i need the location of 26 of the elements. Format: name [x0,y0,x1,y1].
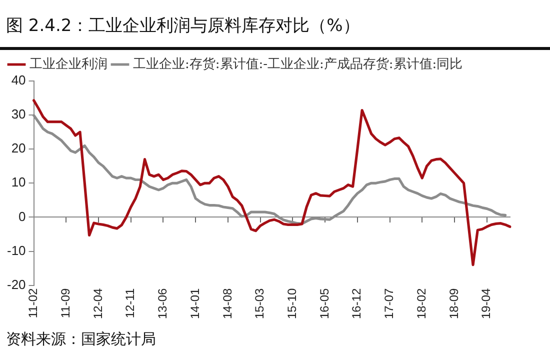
x-tick-label: 18-09 [446,288,461,320]
x-tick-label: 12-04 [90,288,105,320]
y-tick-label: 30 [11,106,26,122]
y-tick-label: 0 [18,208,26,224]
y-tick-label: -10 [6,242,26,258]
y-tick-label: 10 [11,174,26,190]
text: 资料来源：国家统计局 [6,330,156,349]
x-tick-label: 11-02 [26,288,40,318]
x-tick-label: 16-05 [317,288,332,320]
x-tick-label: 14-08 [220,288,234,320]
x-tick-label: 13-06 [156,288,170,320]
x-tick-label: 12-11 [123,288,138,318]
x-tick-label: 19-04 [479,288,494,320]
x-tick-label: 16-12 [350,288,364,320]
legend-label: 工业企业利润 [30,56,108,72]
x-tick-label: 17-07 [382,288,396,320]
legend-label: 工业企业:存货:累计值:-工业企业:产成品存货:累计值:同比 [133,56,463,72]
chart-title: 图 2.4.2：工业企业利润与原料库存对比（%） [6,15,360,37]
x-tick-label: 15-10 [285,288,300,320]
x-tick-label: 14-01 [188,288,202,320]
y-tick-label: -20 [6,276,26,292]
y-tick-label: 20 [11,140,26,156]
x-tick-label: 18-02 [414,288,428,320]
x-tick-label: 15-03 [252,288,267,320]
x-tick-label: 11-09 [58,288,72,318]
y-tick-label: 40 [11,72,26,88]
